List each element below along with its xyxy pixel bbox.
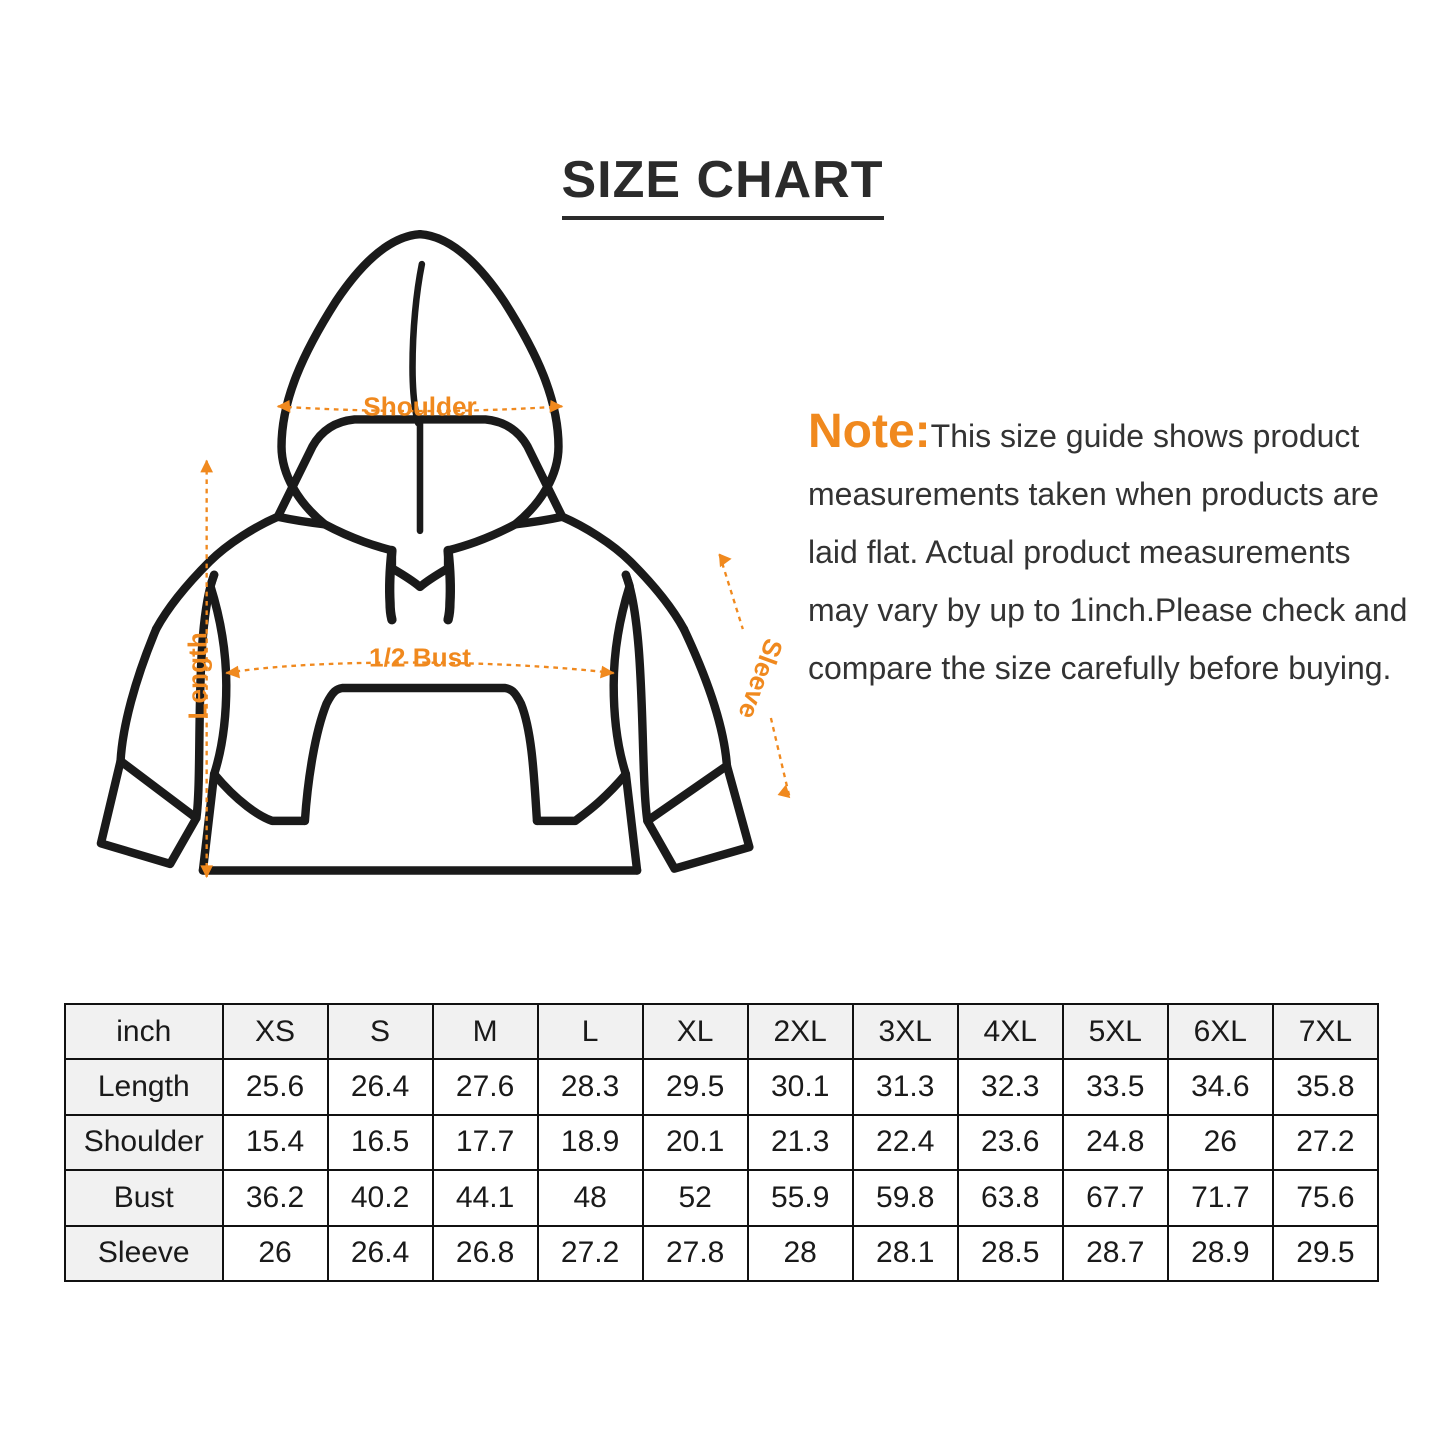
svg-text:Sleeve: Sleeve: [732, 635, 789, 723]
svg-text:1/2 Bust: 1/2 Bust: [369, 643, 471, 673]
svg-text:Shoulder: Shoulder: [363, 392, 476, 422]
svg-text:Length: Length: [183, 632, 213, 719]
